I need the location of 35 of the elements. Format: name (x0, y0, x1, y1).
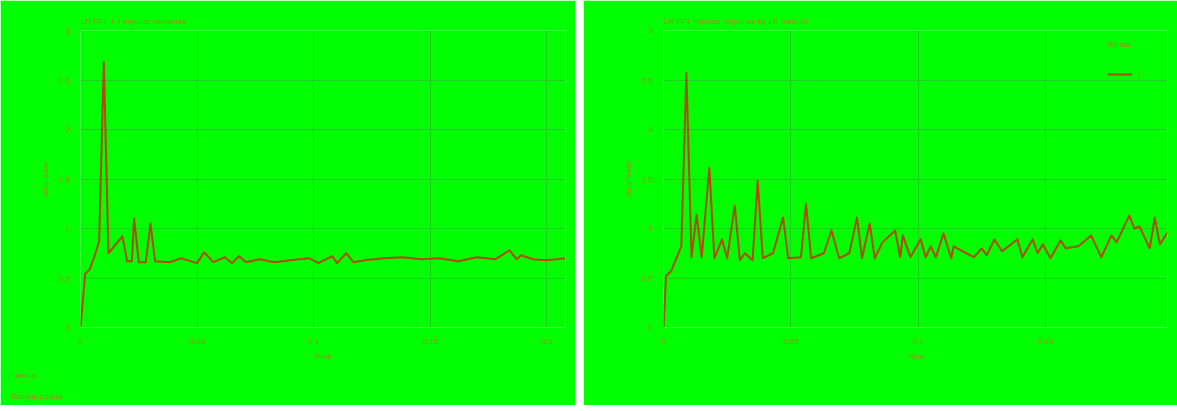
y-tick-label: 2 (648, 125, 654, 134)
x-tick-label: 0.05 (782, 336, 800, 346)
chart-title: LR FFT 4.4 Impulse response (80, 16, 187, 26)
y-tick-label: 0.5 (641, 273, 654, 283)
y-tick-label: 0 (65, 323, 71, 332)
text: Interval (10, 370, 37, 380)
y-tick-label: 3 (65, 26, 71, 35)
x-tick-label: 0 (78, 336, 84, 346)
x-tick-label: 0.1 (308, 336, 320, 346)
y-tick-label: 0 (648, 323, 654, 332)
x-tick-label: 0 (661, 336, 667, 346)
legend-title: Series (1107, 40, 1131, 49)
y-tick-label: 1 (65, 224, 71, 233)
text: Sample period (10, 391, 63, 401)
y-tick-label: 1.5 (58, 174, 71, 184)
x-tick-label: 0.15 (1037, 336, 1054, 346)
y-tick-label: 1.5 (641, 174, 654, 184)
y-tick-label: 0.5 (58, 273, 71, 283)
y-tick-label: 2.5 (641, 75, 654, 85)
x-tick-label: 0.15 (422, 336, 439, 346)
y-axis-title: Amplitude (624, 160, 634, 197)
line-series (663, 72, 1168, 328)
x-tick-label: 0.05 (189, 336, 206, 346)
x-tick-label: 0.2 (541, 336, 553, 346)
y-tick-label: 3 (648, 26, 654, 35)
line-series (80, 61, 566, 328)
y-tick-label: 2 (65, 125, 71, 134)
x-tick-label: 0.1 (912, 336, 925, 346)
y-tick-label: 2.5 (58, 75, 71, 85)
legend-label: 1 (1137, 69, 1143, 79)
x-axis-title: Time (314, 351, 333, 361)
x-axis-title: Time (906, 351, 925, 361)
y-axis-title: Amplitude (41, 160, 51, 197)
y-tick-label: 1 (648, 224, 654, 233)
chart-title: LR FFT impulse response by LR method (663, 16, 808, 26)
